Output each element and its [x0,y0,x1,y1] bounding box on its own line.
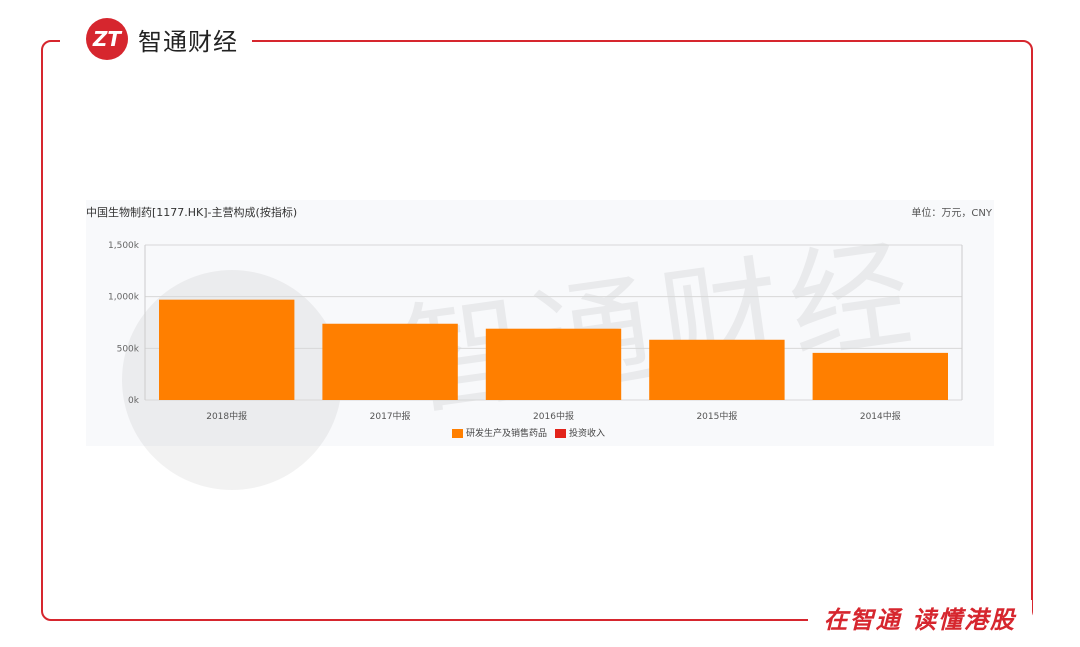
brand-logo: ZT 智通财经 [60,14,252,64]
chart-title: 中国生物制药[1177.HK]-主营构成(按指标) [86,206,298,219]
legend-swatch [452,429,463,438]
x-tick-label: 2018中报 [206,410,247,422]
legend-swatch [555,429,567,438]
logo-icon: ZT [86,18,128,60]
legend-item[interactable]: 投资收入 [555,426,605,439]
bar [812,352,948,400]
bar [159,299,295,400]
x-tick-label: 2017中报 [370,410,411,422]
y-tick-label: 1,000k [108,293,140,303]
legend-label: 研发生产及销售药品 [466,429,548,439]
bar [485,328,622,400]
bar [649,339,785,400]
slogan: 在智通 读懂港股 [807,600,1032,635]
y-tick-label: 1,500k [108,241,140,251]
chart-unit: 单位：万元，CNY [911,208,992,219]
frame-border [41,40,1033,621]
y-tick-label: 0k [128,396,140,406]
legend-item[interactable]: 研发生产及销售药品 [452,426,547,439]
bar [322,323,458,400]
legend-label: 投资收入 [569,429,606,439]
logo-text: 智通财经 [138,27,238,56]
x-tick-label: 2015中报 [696,410,737,422]
legend: 研发生产及销售药品 投资收入 [452,426,605,439]
x-tick-label: 2016中报 [533,410,574,422]
x-tick-label: 2014中报 [860,410,901,422]
y-tick-label: 500k [117,344,140,354]
